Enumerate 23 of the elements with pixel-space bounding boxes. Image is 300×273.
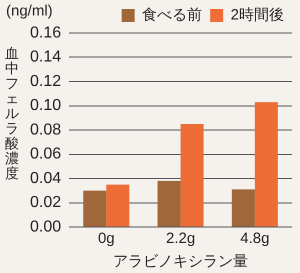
x-tick-label: 2.2g [166, 230, 196, 248]
bar [180, 124, 204, 226]
y-tick-label: 0.00 [30, 218, 62, 236]
y-tick-label: 0.06 [30, 146, 62, 163]
y-tick-label: 0.08 [30, 121, 62, 138]
x-tick-label: 4.8g [240, 230, 270, 248]
bar [106, 184, 130, 226]
y-tick-label: 0.14 [30, 48, 62, 66]
y-tick-label: 0.16 [30, 24, 62, 42]
text: 血中フェルラ酸濃度 [5, 45, 19, 181]
bar [232, 189, 255, 226]
legend-label: 食べる前 [142, 6, 202, 24]
legend-label: 2時間後 [230, 6, 284, 24]
y-tick-label: 0.10 [30, 97, 62, 114]
bar [158, 180, 181, 226]
y-tick-label: 0.12 [30, 72, 62, 90]
x-axis-title: アラビノキシラン量 [113, 253, 248, 270]
y-tick-label: 0.04 [30, 170, 62, 187]
text: (ng/ml) [6, 2, 53, 20]
y-tick-label: 0.02 [30, 194, 62, 212]
x-tick-label: 0g [98, 230, 115, 248]
bar [83, 190, 106, 226]
bar [254, 102, 278, 226]
